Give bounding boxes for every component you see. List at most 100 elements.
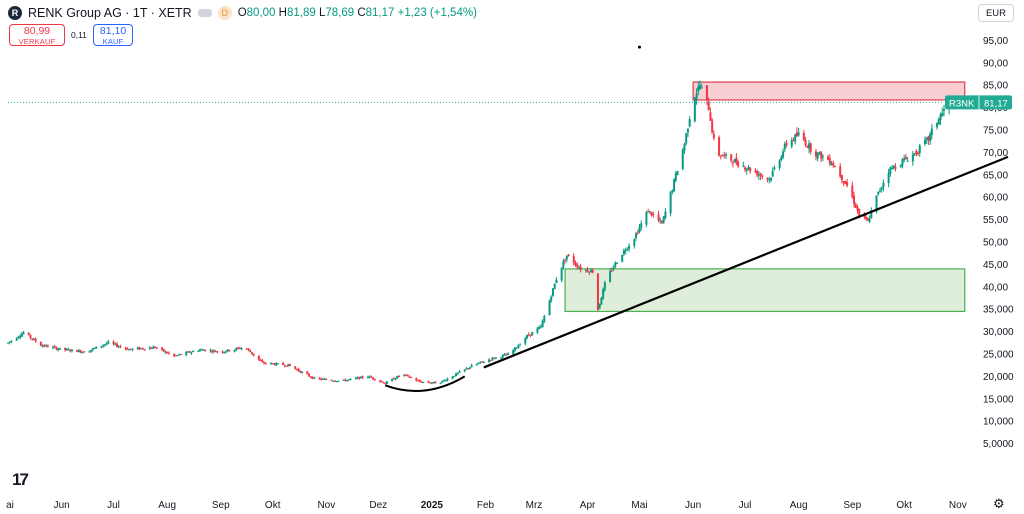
tradingview-logo[interactable]: 17 [12,470,29,489]
x-tick-label: Mai [631,500,647,511]
x-tick-label: Jun [54,500,70,511]
candle-body [832,162,835,166]
candle-body [276,363,279,365]
candle-body [332,380,335,382]
candle-body [707,101,710,111]
candle-body [64,347,67,350]
y-tick-label: 10,000 [983,417,1014,428]
candle-body [749,167,752,172]
candle-body [233,349,236,352]
candle-body [868,218,871,222]
candle-body [8,341,11,343]
candle-body [671,190,674,192]
candle-body [712,133,715,139]
candle-body [903,158,906,161]
candle-body [167,352,170,354]
candle-body [164,351,167,353]
candle-body [913,153,916,155]
candle-body [551,288,554,296]
candle-body [894,167,897,169]
candle-body [929,133,932,142]
candle-body [155,347,158,349]
candle-body [223,351,226,354]
candle-body [392,378,395,380]
y-tick-label: 85,00 [983,81,1008,92]
candle-body [359,376,362,379]
candle-body [410,377,413,379]
candle-body [166,351,169,354]
candle-body [731,162,734,164]
x-tick-label: Aug [790,500,808,511]
candle-body [877,191,880,195]
visibility-icon[interactable] [197,9,212,17]
candle-body [553,283,556,290]
candle-body [29,334,32,338]
x-tick-label: Dez [369,500,387,511]
candle-body [773,167,776,169]
candle-body [659,220,662,222]
x-tick-label: Sep [843,500,861,511]
candle-body [742,165,745,167]
candle-body [880,187,883,190]
candle-body [548,300,551,316]
candle-body [697,86,700,92]
candle-body [711,120,714,133]
trade-panel: 80,99 VERKAUF 0,11 81,10 KAUF [9,24,134,46]
candle-body [804,140,807,146]
candle-body [766,177,769,180]
candle-body [526,335,529,339]
candle-body [493,357,496,359]
candle-body [406,374,409,376]
low-value: 78,69 [325,7,355,19]
candle-body [162,348,165,352]
candle-body [342,379,345,381]
candle-body [160,347,163,350]
candle-body [88,351,91,353]
candle-body [282,363,285,365]
y-tick-label: 45,00 [983,260,1008,271]
candle-body [415,378,418,381]
y-tick-label: 90,00 [983,58,1008,69]
candle-body [404,374,407,376]
x-tick-label: Jul [107,500,120,511]
gear-icon[interactable]: ⚙ [993,496,1005,511]
candle-body [858,208,861,216]
candle-body [501,355,504,358]
candle-body [224,351,227,353]
buy-button[interactable]: 81,10 KAUF [92,24,134,46]
candle-body [456,372,459,374]
candle-body [349,378,352,380]
candle-body [842,181,845,183]
candle-body [543,316,546,322]
candle-body [297,368,300,371]
candle-body [117,346,120,348]
candle-body [43,344,46,347]
candle-body [337,380,340,382]
candle-body [19,336,22,338]
candle-body [257,355,260,360]
candle-body [797,132,800,136]
candle-body [294,366,297,369]
candle-body [700,87,703,89]
symbol-title[interactable]: RENK Group AG · 1T · XETR [28,6,192,20]
candle-body [645,212,648,225]
candle-body [451,376,454,379]
candle-body [396,376,399,379]
candle-body [91,348,94,350]
y-tick-label: 55,00 [983,215,1008,226]
chart-legend: R RENK Group AG · 1T · XETR D O80,00 H81… [8,5,477,21]
sell-button[interactable]: 80,99 VERKAUF [9,24,65,46]
x-tick-label: Jul [739,500,752,511]
candle-body [100,346,103,348]
candle-body [479,361,482,363]
candle-body [378,380,381,382]
candle-body [190,352,193,354]
y-tick-label: 60,00 [983,193,1008,204]
candle-body [648,211,651,213]
candle-body [936,122,939,128]
candle-body [228,349,231,352]
currency-selector[interactable]: EUR [978,4,1014,22]
candle-body [923,140,926,144]
candle-body [295,369,298,371]
